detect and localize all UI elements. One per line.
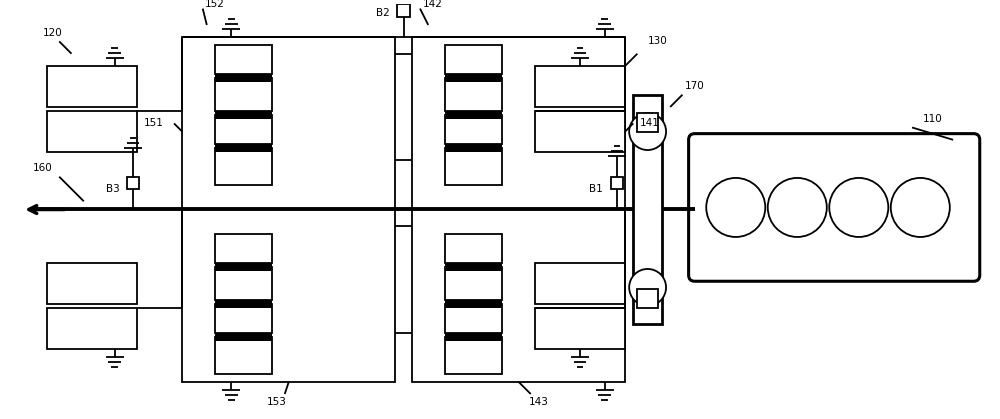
Bar <box>215 115 272 144</box>
Bar <box>127 177 139 189</box>
Bar <box>445 46 502 74</box>
Bar <box>535 66 625 107</box>
Text: 130: 130 <box>648 36 668 47</box>
Bar <box>215 234 272 263</box>
Bar <box>215 78 272 111</box>
Circle shape <box>629 113 666 150</box>
Bar <box>397 5 410 17</box>
Bar <box>445 78 502 111</box>
Bar <box>182 37 395 210</box>
Bar <box>445 261 502 271</box>
Bar <box>182 210 395 382</box>
Bar <box>445 267 502 300</box>
Bar <box>215 142 272 152</box>
Bar <box>412 210 625 382</box>
Bar <box>611 177 623 189</box>
Text: 152: 152 <box>205 0 225 10</box>
Text: B3: B3 <box>106 184 119 194</box>
Circle shape <box>829 178 888 237</box>
Circle shape <box>629 269 666 306</box>
Circle shape <box>891 178 950 237</box>
Text: 151: 151 <box>144 119 163 128</box>
Text: 153: 153 <box>267 397 286 407</box>
Text: 143: 143 <box>529 397 549 407</box>
Bar <box>445 72 502 83</box>
Circle shape <box>768 178 827 237</box>
Bar <box>215 297 272 308</box>
Bar <box>637 290 658 308</box>
Bar <box>445 331 502 341</box>
Bar <box>215 261 272 271</box>
Bar <box>445 109 502 119</box>
Bar <box>215 267 272 300</box>
Text: B2: B2 <box>376 8 390 18</box>
Bar <box>633 95 662 324</box>
FancyBboxPatch shape <box>689 134 980 281</box>
Bar <box>215 336 272 373</box>
Text: 142: 142 <box>422 0 442 10</box>
Bar <box>535 111 625 152</box>
Bar <box>445 148 502 185</box>
Bar <box>445 336 502 373</box>
Text: 120: 120 <box>43 28 63 38</box>
Bar <box>445 142 502 152</box>
Bar <box>47 111 137 152</box>
Bar <box>445 297 502 308</box>
Bar <box>412 37 625 210</box>
Bar <box>445 304 502 333</box>
Text: 141: 141 <box>640 119 660 128</box>
Text: 110: 110 <box>923 114 942 124</box>
Bar <box>215 331 272 341</box>
Text: 170: 170 <box>685 81 705 91</box>
Circle shape <box>706 178 765 237</box>
Text: 160: 160 <box>33 163 53 173</box>
Bar <box>215 109 272 119</box>
Bar <box>535 263 625 304</box>
Bar <box>47 66 137 107</box>
Bar <box>215 46 272 74</box>
Bar <box>215 304 272 333</box>
Bar <box>535 308 625 349</box>
Bar <box>215 72 272 83</box>
Bar <box>47 263 137 304</box>
Bar <box>445 234 502 263</box>
Text: B1: B1 <box>589 184 603 194</box>
Bar <box>445 115 502 144</box>
Bar <box>215 148 272 185</box>
Bar <box>47 308 137 349</box>
Bar <box>637 113 658 132</box>
